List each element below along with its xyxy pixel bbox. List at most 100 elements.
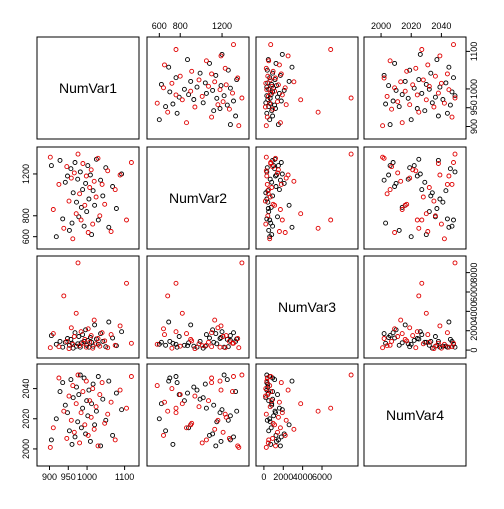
- point-s0-p10-r1-c3: [390, 160, 396, 165]
- panel-frame-1-2: [255, 146, 359, 250]
- point-s1-p12-r0-c1: [173, 92, 179, 98]
- point-s0-p30-r2-c1: [225, 344, 231, 350]
- point-s0-p5-r0-c1: [217, 106, 223, 111]
- point-s0-p14-r0-c3: [452, 93, 458, 99]
- point-s0-p22-r3-c0: [87, 438, 93, 444]
- point-s1-p29-r2-c0: [117, 323, 123, 329]
- point-s1-p29-r2-c3: [437, 323, 443, 329]
- point-s1-p7-r1-c2: [267, 236, 273, 242]
- panel-frame-0-1: [146, 36, 250, 140]
- point-s1-p16-r1-c2: [282, 230, 288, 235]
- point-s0-p31-r2-c0: [106, 319, 112, 325]
- point-s1-p18-r2-c3: [410, 333, 416, 339]
- point-s0-p7-r3-c0: [68, 377, 74, 383]
- panel-frame-2-3: [363, 255, 467, 359]
- point-s0-p27-r3-c1: [173, 374, 179, 379]
- point-s1-p1-r1-c2: [277, 207, 283, 212]
- point-s1-p25-r1-c0: [102, 201, 108, 207]
- point-s1-p24-r1-c0: [99, 181, 105, 187]
- point-s0-p18-r0-c1: [210, 87, 216, 93]
- point-s0-p28-r3-c2: [277, 443, 283, 449]
- point-s1-p23-r2-c0: [97, 343, 103, 349]
- point-s0-p11-r3-c1: [191, 384, 197, 390]
- point-s1-p29-r2-c1: [218, 323, 224, 329]
- point-s1-p28-r1-c2: [266, 187, 272, 193]
- point-s0-p31-r3-c0: [106, 378, 112, 384]
- point-s1-p21-r3-c0: [93, 404, 99, 410]
- point-s1-p6-r2-c3: [407, 325, 413, 331]
- point-s1-p23-r1-c0: [97, 213, 103, 219]
- point-s0-p8-r3-c1: [170, 441, 176, 447]
- point-s0-p25-r1-c0: [92, 202, 98, 208]
- point-s1-p15-r0-c3: [446, 87, 452, 93]
- point-s0-p8-r2-c3: [383, 340, 389, 346]
- point-s1-p16-r0-c2: [282, 85, 288, 91]
- point-s0-p17-r3-c1: [167, 375, 173, 381]
- point-s0-p1-r3-c2: [267, 416, 273, 422]
- point-s1-p26-r2-c0: [105, 345, 111, 351]
- point-s0-p18-r2-c0: [83, 327, 89, 333]
- point-s1-p27-r3-c1: [162, 399, 167, 405]
- point-s1-p2-r1-c2: [264, 181, 270, 187]
- point-s0-p10-r2-c1: [231, 330, 236, 336]
- point-s1-p5-r2-c3: [431, 346, 437, 352]
- panel-frame-0-2: [255, 36, 359, 140]
- point-s1-p10-r0-c2: [348, 95, 354, 101]
- point-s0-p6-r1-c0: [66, 227, 72, 233]
- point-s1-p11-r3-c0: [77, 440, 83, 446]
- point-s1-p30-r0-c3: [419, 47, 425, 52]
- panel-frame-2-1: [146, 255, 250, 359]
- point-s0-p6-r1-c2: [266, 227, 272, 233]
- point-s0-p32-r3-c1: [207, 432, 212, 438]
- point-s1-p15-r2-c3: [446, 344, 452, 350]
- point-s0-p15-r3-c2: [268, 425, 274, 431]
- point-s1-p24-r2-c1: [209, 330, 215, 336]
- point-s0-p3-r2-c0: [60, 344, 66, 350]
- point-s1-p1-r0-c1: [184, 120, 189, 126]
- point-s0-p8-r1-c0: [69, 220, 75, 226]
- point-s0-p33-r3-c1: [185, 390, 190, 396]
- point-s0-p25-r1-c2: [286, 202, 292, 208]
- point-s0-p34-r0-c2: [279, 51, 285, 57]
- point-s1-p22-r2-c3: [381, 336, 387, 341]
- point-s1-p7-r1-c0: [70, 236, 76, 242]
- point-s0-p32-r1-c3: [392, 184, 398, 189]
- point-s1-p16-r1-c0: [85, 230, 91, 235]
- point-s1-p13-r3-c2: [268, 389, 274, 395]
- point-s0-p6-r3-c1: [163, 428, 169, 434]
- point-s0-p16-r3-c0: [80, 405, 86, 411]
- point-s0-p33-r1-c0: [113, 206, 119, 211]
- point-s0-p16-r0-c3: [419, 90, 425, 96]
- point-s1-p18-r1-c2: [275, 167, 281, 173]
- point-s1-p9-r3-c2: [298, 401, 304, 407]
- point-s1-p18-r0-c3: [410, 82, 416, 88]
- point-s0-p24-r1-c0: [90, 188, 96, 194]
- point-s1-p15-r3-c2: [264, 378, 270, 384]
- point-s1-p16-r0-c1: [161, 85, 166, 91]
- point-s0-p25-r0-c3: [402, 78, 408, 84]
- point-s0-p7-r1-c3: [447, 166, 453, 172]
- point-s1-p3-r1-c3: [416, 225, 422, 231]
- point-s0-p11-r0-c1: [191, 97, 197, 102]
- point-s1-p30-r2-c0: [124, 280, 129, 286]
- point-s1-p13-r2-c0: [80, 340, 86, 346]
- point-s0-p32-r3-c0: [110, 432, 116, 438]
- point-s1-p3-r3-c1: [165, 408, 171, 414]
- point-s0-p18-r1-c2: [281, 180, 287, 186]
- point-s1-p20-r0-c3: [398, 79, 404, 85]
- point-s1-p10-r3-c1: [239, 372, 245, 378]
- point-s1-p26-r2-c1: [222, 345, 228, 351]
- point-s1-p20-r3-c0: [91, 426, 97, 432]
- point-s1-p5-r3-c2: [262, 393, 268, 399]
- point-s0-p1-r2-c0: [53, 341, 59, 347]
- point-s0-p33-r3-c0: [113, 390, 119, 396]
- point-s0-p18-r0-c2: [281, 87, 287, 93]
- point-s0-p0-r0-c3: [387, 122, 393, 128]
- point-s1-p23-r3-c0: [97, 392, 103, 398]
- point-s1-p24-r3-c1: [209, 380, 215, 386]
- point-s1-p28-r3-c2: [266, 437, 272, 443]
- point-s0-p24-r3-c0: [90, 381, 96, 387]
- point-s1-p19-r0-c2: [263, 80, 269, 86]
- point-s1-p24-r0-c2: [278, 71, 284, 77]
- point-s1-p17-r0-c3: [426, 83, 432, 89]
